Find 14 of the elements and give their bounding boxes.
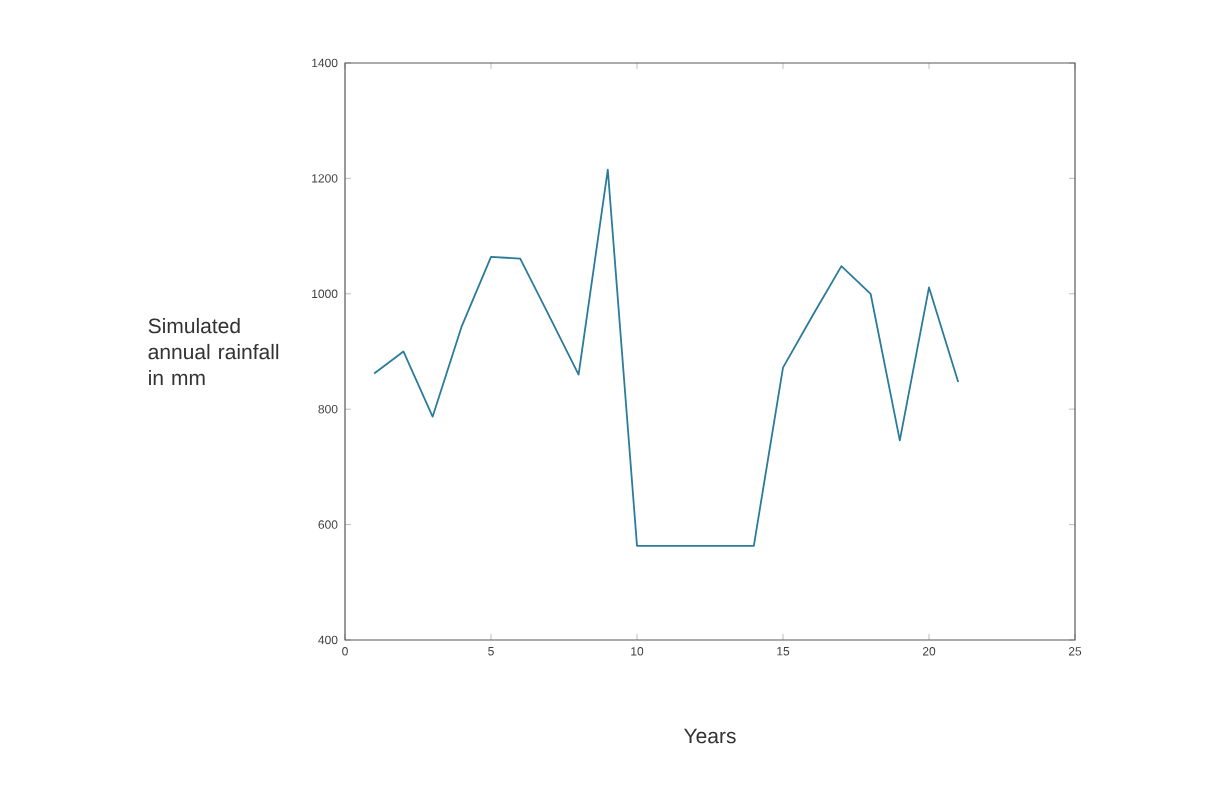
x-tick-label: 10 (631, 647, 644, 656)
x-tick-label: 0 (342, 647, 348, 656)
x-tick-label: 20 (922, 647, 936, 656)
y-tick-label: 1200 (312, 174, 338, 183)
y-tick-label: 1000 (312, 289, 338, 299)
y-tick-label: 1400 (312, 58, 338, 68)
x-tick-label: 25 (1068, 647, 1082, 656)
y-tick-label: 400 (318, 635, 338, 645)
x-tick-label: 15 (777, 647, 790, 656)
x-tick-label: 5 (488, 647, 494, 656)
x-axis-title: Years (684, 728, 736, 744)
y-tick-label: 800 (318, 404, 338, 414)
y-axis-title: Simulated annual rainfall in mm (148, 317, 279, 386)
y-tick-label: 600 (318, 520, 338, 529)
